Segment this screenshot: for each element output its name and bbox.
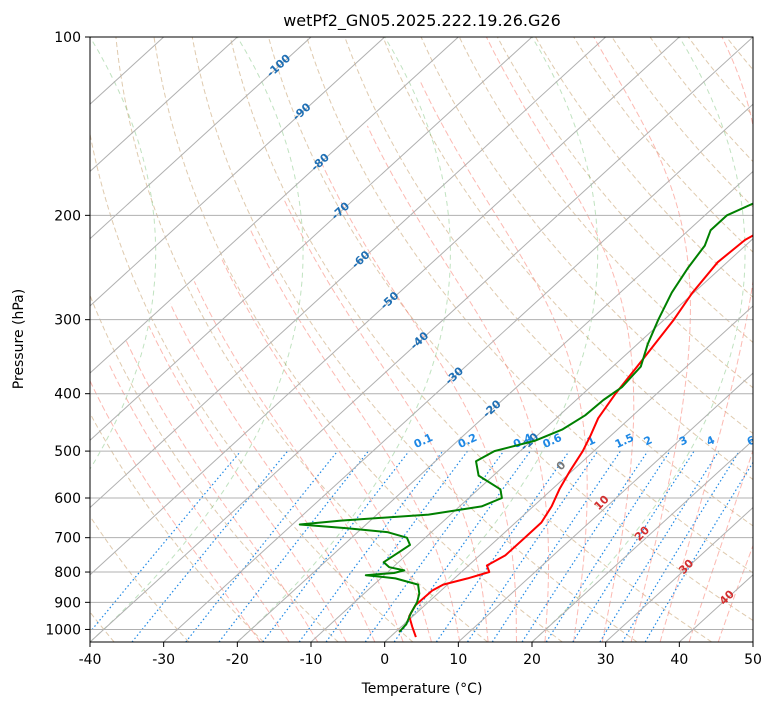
auxiliary-curve: [236, 37, 451, 642]
mixing-ratio-line: [644, 461, 753, 642]
isotherm-line: [90, 37, 312, 240]
x-tick-label: -40: [79, 652, 102, 668]
auxiliary-curve: [384, 37, 599, 642]
dry-adiabat: [90, 131, 414, 642]
isotherm-line: [531, 439, 753, 642]
y-tick-label: 700: [54, 531, 81, 547]
mixing-ratio-line: [466, 450, 599, 642]
x-tick-label: -10: [300, 652, 323, 668]
moist-adiabat: [125, 340, 319, 642]
isotherm-line: [90, 37, 680, 576]
chart-title: wetPf2_GN05.2025.222.19.26.G26: [283, 11, 561, 31]
isotherm-line: [90, 37, 459, 374]
isotherm-line: [605, 506, 753, 642]
y-tick-label: 100: [54, 30, 81, 46]
mixing-ratio-line: [364, 450, 505, 642]
mixing-ratio-line: [185, 450, 339, 642]
mixing-ratio-label: 8: [771, 433, 775, 448]
isotherm-line: [457, 372, 753, 642]
moist-adiabat: [148, 325, 347, 642]
dry-adiabat: [90, 515, 190, 642]
moist-adiabat: [90, 379, 261, 642]
moist-adiabat: [485, 37, 635, 642]
dry-adiabat: [382, 37, 753, 481]
y-tick-label: 600: [54, 491, 81, 507]
dry-adiabat: [649, 37, 753, 163]
dry-adiabat: [458, 37, 753, 389]
isotherm-line: [163, 103, 753, 642]
mixing-ratio-line: [262, 450, 410, 642]
moist-adiabat: [321, 162, 517, 642]
y-axis: 1000 900 800 700 600 500 400 300 200 100: [45, 30, 90, 638]
x-tick-label: 40: [670, 652, 688, 668]
mixing-ratio-line: [393, 450, 531, 642]
isotherm-line: [752, 641, 753, 642]
y-tick-label: 300: [54, 313, 81, 329]
isotherm-line: [90, 37, 533, 442]
dry-adiabat: [229, 37, 712, 642]
auxiliary-curve: [90, 37, 157, 470]
dry-adiabat: [191, 37, 638, 642]
dry-adiabat: [611, 37, 753, 208]
auxiliary-curve: [531, 37, 746, 642]
dry-adiabat: [115, 37, 488, 642]
dry-adiabat: [765, 37, 775, 642]
x-tick-label: 50: [744, 652, 762, 668]
x-tick-label: 30: [597, 652, 615, 668]
y-tick-label: 900: [54, 595, 81, 611]
mixing-ratio-line: [131, 450, 289, 642]
dry-adiabat: [496, 37, 753, 344]
x-tick-label: 20: [523, 652, 541, 668]
mixing-ratio-line: [218, 450, 369, 642]
moist-adiabat: [593, 37, 691, 642]
moist-adiabat: [419, 81, 588, 642]
mixing-ratio-label: 6: [745, 433, 758, 448]
mixing-ratio-line: [572, 450, 695, 642]
dewpoint-profile: [298, 202, 753, 633]
mixing-ratio-line: [599, 450, 720, 642]
moist-adiabat: [221, 258, 432, 642]
moist-adiabat: [659, 37, 753, 642]
moist-adiabat: [107, 362, 290, 642]
isotherm-line: [90, 37, 607, 509]
background-lines: [90, 37, 775, 642]
x-tick-label: 0: [380, 652, 389, 668]
moist-adiabat: [193, 281, 404, 642]
profiles: [298, 202, 753, 638]
x-tick-label: -30: [152, 652, 175, 668]
y-tick-label: 400: [54, 387, 81, 403]
dry-adiabat: [268, 37, 753, 622]
y-tick-label: 800: [54, 565, 81, 581]
temperature-profile: [408, 234, 753, 638]
isotherm-line: [90, 37, 386, 307]
mixing-ratio-line: [545, 450, 671, 642]
isotherm-line: [90, 37, 753, 642]
x-tick-label: -20: [226, 652, 249, 668]
x-axis: -40 -30 -20 -10 0 10 20 30 40 50: [79, 642, 762, 668]
moist-adiabat: [249, 229, 461, 642]
grid-lines: [90, 37, 753, 642]
y-axis-label: Pressure (hPa): [11, 289, 27, 389]
dry-adiabat: [306, 37, 753, 574]
moist-adiabat: [366, 125, 550, 642]
plot-frame: [89, 36, 754, 643]
dry-adiabat: [535, 37, 753, 298]
moist-adiabat: [169, 303, 376, 642]
isotherm-line: [310, 237, 753, 642]
x-axis-label: Temperature (°C): [361, 681, 483, 697]
dry-adiabat: [90, 293, 339, 642]
y-tick-label: 200: [54, 208, 81, 224]
isotherm-line: [236, 170, 753, 642]
x-tick-label: 10: [449, 652, 467, 668]
mixing-ratio-line: [90, 450, 242, 633]
isotherm-line: [90, 37, 238, 173]
isotherm-line: [384, 305, 753, 642]
y-tick-label: 1000: [45, 622, 81, 638]
dry-adiabat: [344, 37, 753, 527]
y-tick-label: 500: [54, 444, 81, 460]
auxiliary-curve: [90, 37, 304, 642]
moist-adiabat: [283, 199, 489, 642]
